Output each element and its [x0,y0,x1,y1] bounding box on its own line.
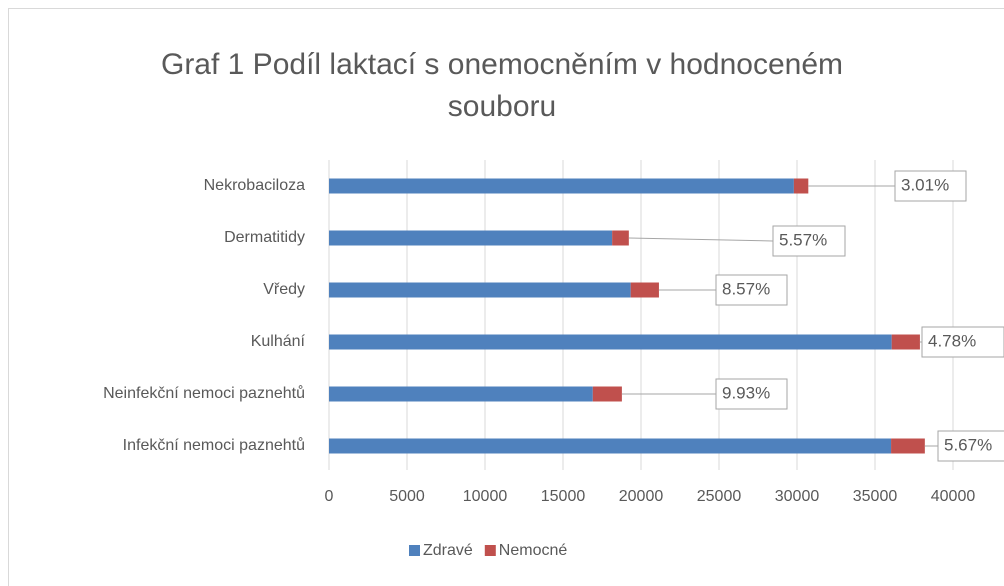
legend-label: Nemocné [499,542,568,559]
bar-segment [329,334,892,350]
legend-swatch [484,545,496,556]
x-tick-label: 0 [325,488,334,505]
x-tick-label: 40000 [931,488,976,505]
bar-segment [630,282,659,298]
y-tick-label: Kulhání [251,333,306,350]
data-label: 5.67% [944,435,992,454]
x-tick-label: 30000 [775,488,820,505]
bar-segment [891,334,920,350]
label-box [715,378,788,410]
x-tick-label: 35000 [853,488,898,505]
bar-segment [891,438,925,454]
bar-segment [329,178,794,194]
x-tick-label: 25000 [697,488,742,505]
label-box [937,430,1004,462]
legend-label: Zdravé [423,542,473,559]
y-tick-label: Nekrobaciloza [204,177,305,194]
data-label: 3.01% [901,175,949,194]
x-tick-label: 5000 [389,488,425,505]
bar-segment [329,386,593,402]
bar-segment [612,230,629,246]
data-label: 5.57% [779,230,827,249]
data-label: 9.93% [722,383,770,402]
label-box [715,274,788,306]
leader-line [628,237,774,242]
x-tick-label: 10000 [463,488,508,505]
label-box [894,170,967,202]
x-tick-label: 20000 [619,488,664,505]
bar-segment [329,282,631,298]
label-box [921,326,1004,358]
data-label: 8.57% [722,279,770,298]
bar-segment [793,178,809,194]
bar-segment [329,230,613,246]
y-tick-label: Infekční nemoci paznehtů [123,436,305,454]
y-tick-label: Neinfekční nemoci paznehtů [103,384,305,402]
bar-segment [329,438,892,454]
x-tick-label: 15000 [541,488,586,505]
bar-segment [592,386,622,402]
chart-title: souboru [448,90,556,123]
legend-swatch [409,545,420,556]
label-box [772,225,846,257]
y-tick-label: Dermatitidy [224,229,305,246]
chart-title: Graf 1 Podíl laktací s onemocněním v hod… [161,48,843,81]
data-label: 4.78% [928,331,976,350]
y-tick-label: Vředy [263,281,305,298]
